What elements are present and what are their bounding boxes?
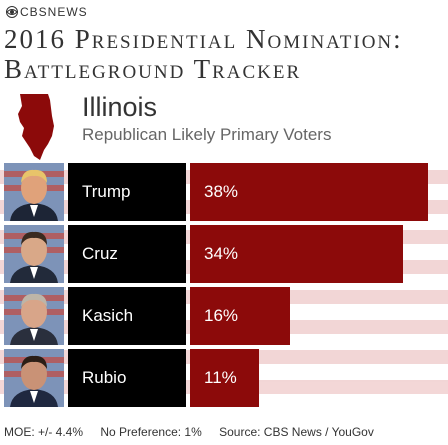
source-note: Source: CBS News / YouGov	[219, 425, 374, 439]
chart-subtitle: Republican Likely Primary Voters	[82, 125, 332, 144]
category-label: Trump	[68, 163, 186, 221]
chart-title-line1: 2016 Presidential Nomination:	[4, 24, 403, 54]
candidate-photo	[4, 349, 64, 407]
candidate-row: Rubio 11%	[4, 349, 444, 407]
category-label: Kasich	[68, 287, 186, 345]
candidate-photo	[4, 163, 64, 221]
bar: 34%	[190, 225, 403, 283]
margin-of-error: MOE: +/- 4.4%	[4, 425, 84, 439]
bar: 16%	[190, 287, 290, 345]
candidate-row: Kasich 16%	[4, 287, 444, 345]
bar-chart: Trump 38% Cruz 34% Kasich 16% Rubio 11%	[0, 160, 448, 415]
cbs-eye-icon	[6, 6, 18, 18]
chart-footer: MOE: +/- 4.4% No Preference: 1% Source: …	[4, 425, 388, 439]
brand-name: CBSNEWS	[20, 5, 88, 19]
bar: 38%	[190, 163, 428, 221]
data-label: 38%	[204, 182, 239, 201]
data-label: 16%	[204, 306, 239, 325]
candidate-row: Trump 38%	[4, 163, 444, 221]
category-label: Cruz	[68, 225, 186, 283]
no-preference-note: No Preference: 1%	[100, 425, 202, 439]
category-label: Rubio	[68, 349, 186, 407]
candidate-row: Cruz 34%	[4, 225, 444, 283]
data-label: 34%	[204, 244, 239, 263]
brand-logo: CBSNEWS	[6, 4, 88, 20]
chart-title-line2: Battleground Tracker	[4, 54, 302, 84]
illinois-map-icon	[18, 94, 54, 160]
candidate-photo	[4, 225, 64, 283]
state-name: Illinois	[82, 92, 158, 122]
bar: 11%	[190, 349, 259, 407]
data-label: 11%	[204, 368, 237, 387]
candidate-photo	[4, 287, 64, 345]
